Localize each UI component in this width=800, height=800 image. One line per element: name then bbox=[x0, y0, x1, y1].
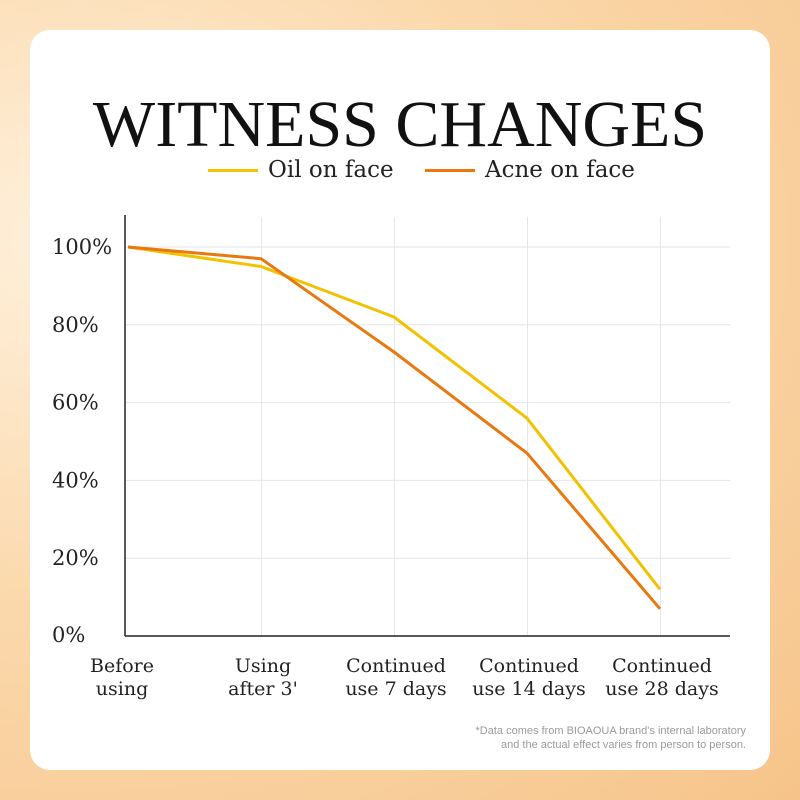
chart-title: WITNESS CHANGES bbox=[92, 88, 708, 161]
y-tick-label-1: 20% bbox=[52, 546, 99, 570]
footnote-line-2: and the actual effect varies from person… bbox=[501, 739, 746, 751]
y-tick-label-0: 0% bbox=[52, 623, 85, 647]
x-tick-label-line: Continued bbox=[479, 655, 579, 677]
y-tick-label-5: 100% bbox=[52, 235, 112, 259]
y-tick-label-4: 80% bbox=[52, 313, 99, 337]
legend-label-acne: Acne on face bbox=[485, 157, 635, 183]
footnote: *Data comes from BIOAOUA brand's interna… bbox=[326, 724, 747, 752]
x-tick-label-line: use 28 days bbox=[605, 678, 718, 700]
x-tick-label-line: using bbox=[96, 678, 148, 700]
legend-item-acne: Acne on face bbox=[425, 150, 635, 190]
footnote-line-1: *Data comes from BIOAOUA brand's interna… bbox=[475, 725, 747, 737]
x-tick-label-line: use 7 days bbox=[345, 678, 446, 700]
x-tick-label-3: Continued use 14 days bbox=[472, 655, 585, 700]
x-tick-label-line: Before bbox=[90, 655, 154, 677]
legend-item-oil: Oil on face bbox=[208, 150, 394, 190]
x-tick-label-0: Before using bbox=[90, 655, 154, 700]
x-tick-label-line: Continued bbox=[612, 655, 712, 677]
x-tick-label-line: Continued bbox=[346, 655, 446, 677]
legend-swatch-oil bbox=[208, 168, 258, 172]
series-line-acne bbox=[127, 245, 662, 610]
y-tick-label-2: 40% bbox=[52, 468, 99, 492]
legend: Oil on face Acne on face bbox=[30, 150, 770, 190]
chart-card: WITNESS CHANGES Oil on face Acne on face… bbox=[30, 30, 770, 770]
x-tick-label-line: after 3' bbox=[228, 678, 298, 700]
line-chart: 0% 20% 40% 60% 80% 100% Before using Using after … bbox=[52, 215, 730, 700]
x-tick-label-4: Continued use 28 days bbox=[605, 655, 718, 700]
x-tick-label-2: Continued use 7 days bbox=[345, 655, 446, 700]
x-tick-label-1: Using after 3' bbox=[228, 655, 298, 700]
x-tick-label-line: Using bbox=[235, 655, 291, 677]
y-tick-label-3: 60% bbox=[52, 391, 99, 415]
series-line-oil bbox=[127, 245, 662, 591]
legend-swatch-acne bbox=[425, 168, 475, 172]
legend-label-oil: Oil on face bbox=[268, 157, 394, 183]
x-tick-label-line: use 14 days bbox=[472, 678, 585, 700]
